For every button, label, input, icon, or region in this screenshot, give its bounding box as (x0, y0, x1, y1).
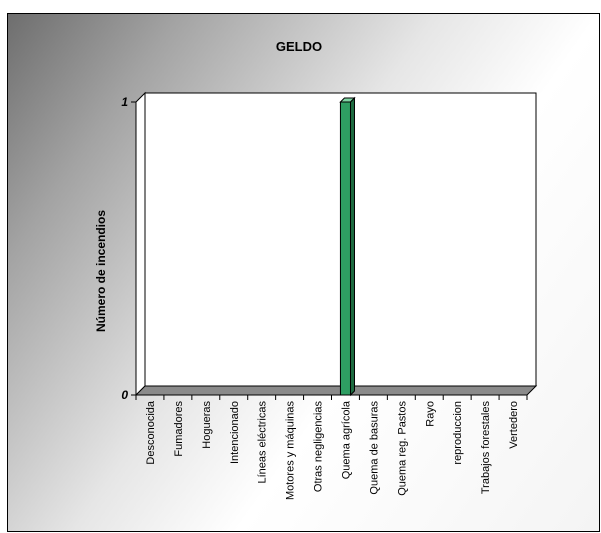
x-tick-label: Trabajos forestales (480, 401, 492, 495)
x-tick-label: Otras negligencias (313, 401, 325, 493)
x-tick-label: Fumadores (173, 401, 185, 457)
x-tick-label: Desconocida (145, 400, 157, 464)
chart-frame: GELDO Número de incendios 0 1 Desconocida F… (7, 13, 600, 532)
x-tick-label: Quema de basuras (368, 401, 380, 495)
chart-title: GELDO (276, 39, 322, 54)
y-tick-label: 1 (121, 95, 128, 109)
x-tick-label: reproduccion (452, 401, 464, 465)
x-tick-label: Líneas eléctricas (257, 401, 269, 484)
y-tick-label: 0 (121, 388, 128, 402)
plot-side-wall (135, 91, 146, 397)
x-tick-label: Rayo (424, 401, 436, 427)
bar-side (349, 96, 355, 397)
plot-floor (134, 385, 538, 396)
bar (339, 101, 351, 396)
x-tick-label: Vertedero (508, 401, 520, 449)
x-tick-label: Hogueras (201, 401, 213, 449)
x-tick-label: Quema agrícola (340, 400, 352, 479)
y-axis-label: Número de incendios (94, 210, 108, 332)
x-tick-label: Motores y máquinas (285, 401, 297, 501)
plot-area: 0 1 Desconocida Fumadores Hogueras Intenciona… (121, 91, 538, 501)
x-tick-label: Intencionado (229, 401, 241, 464)
bar-chart: GELDO Número de incendios 0 1 Desconocida F… (94, 39, 538, 501)
x-tick-label: Quema reg. Pastos (396, 401, 408, 496)
